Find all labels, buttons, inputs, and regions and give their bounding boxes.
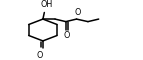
Text: O: O [36, 51, 42, 60]
Text: O: O [74, 8, 80, 17]
Text: O: O [64, 31, 70, 40]
Text: OH: OH [41, 0, 53, 9]
